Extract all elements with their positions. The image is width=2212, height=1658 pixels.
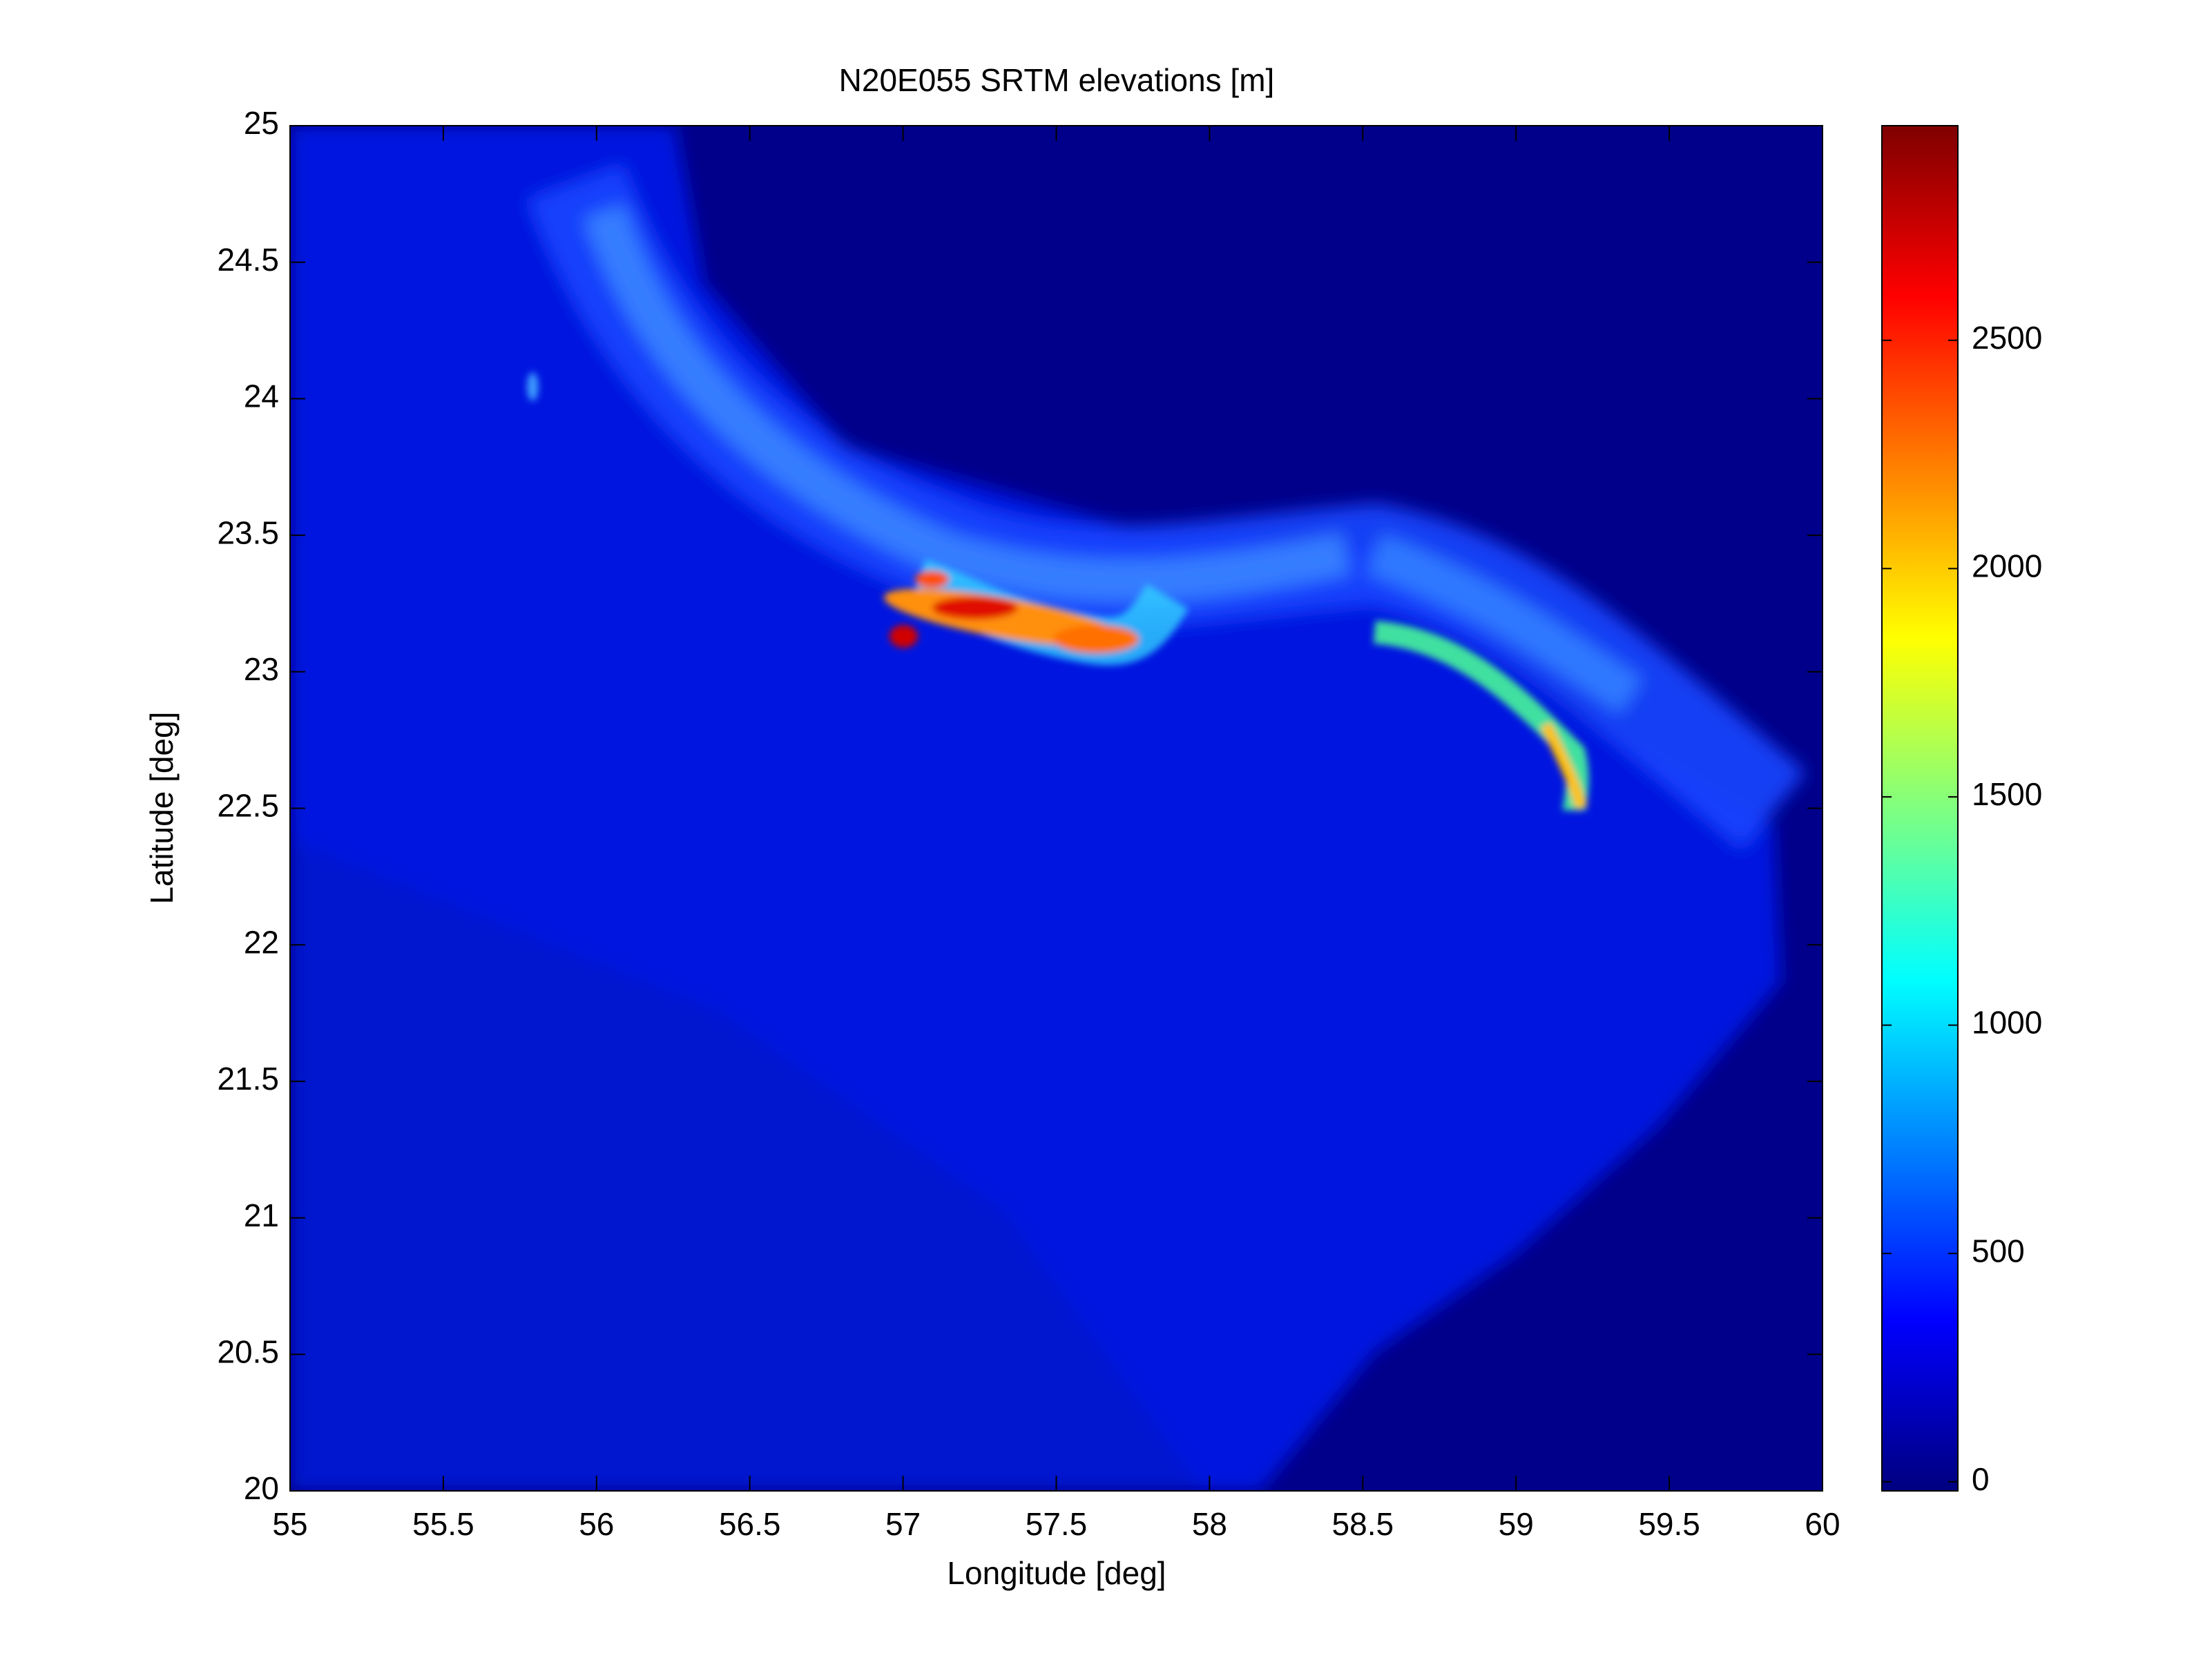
x-tick-label: 58 — [1192, 1506, 1227, 1542]
x-axis-label: Longitude [deg] — [947, 1555, 1166, 1591]
terrain — [290, 126, 1807, 1491]
y-tick-label: 20 — [244, 1470, 279, 1506]
y-tick-label: 20.5 — [217, 1333, 279, 1369]
y-tick-label: 22.5 — [217, 788, 279, 824]
x-tick-label: 58.5 — [1332, 1506, 1394, 1542]
colorbar-tick-label: 500 — [1972, 1233, 2025, 1269]
y-tick-label: 21.5 — [217, 1061, 279, 1097]
colorbar-tick-label: 1500 — [1972, 776, 2042, 812]
x-tick-label: 56.5 — [719, 1506, 781, 1542]
x-tick-label: 57 — [885, 1506, 921, 1542]
y-axis-label: Latitude [deg] — [144, 712, 180, 905]
x-tick-label: 59 — [1499, 1506, 1534, 1542]
x-tick-label: 60 — [1805, 1506, 1840, 1542]
x-tick-label: 55 — [272, 1506, 307, 1542]
colorbar — [1881, 125, 1959, 1492]
x-tick-label: 57.5 — [1026, 1506, 1088, 1542]
chart-title: N20E055 SRTM elevations [m] — [839, 62, 1275, 98]
y-tick-label: 23.5 — [217, 514, 279, 550]
y-tick-label: 23 — [244, 651, 279, 687]
y-tick-label: 21 — [244, 1197, 279, 1233]
colorbar-tick-label: 0 — [1972, 1461, 1990, 1497]
elevation-image — [290, 126, 1823, 1491]
colorbar-tick-label: 1000 — [1972, 1005, 2042, 1041]
peaks — [526, 372, 1589, 811]
x-tick-label: 56 — [579, 1506, 614, 1542]
colorbar-tick-label: 2500 — [1972, 320, 2042, 356]
colorbar-tick-label: 2000 — [1972, 548, 2042, 584]
y-tick-label: 25 — [244, 105, 279, 141]
y-tick-label: 24.5 — [217, 242, 279, 278]
y-tick-label: 24 — [244, 378, 279, 414]
x-tick-label: 59.5 — [1638, 1506, 1700, 1542]
x-tick-label: 55.5 — [412, 1506, 474, 1542]
y-tick-label: 22 — [244, 924, 279, 960]
